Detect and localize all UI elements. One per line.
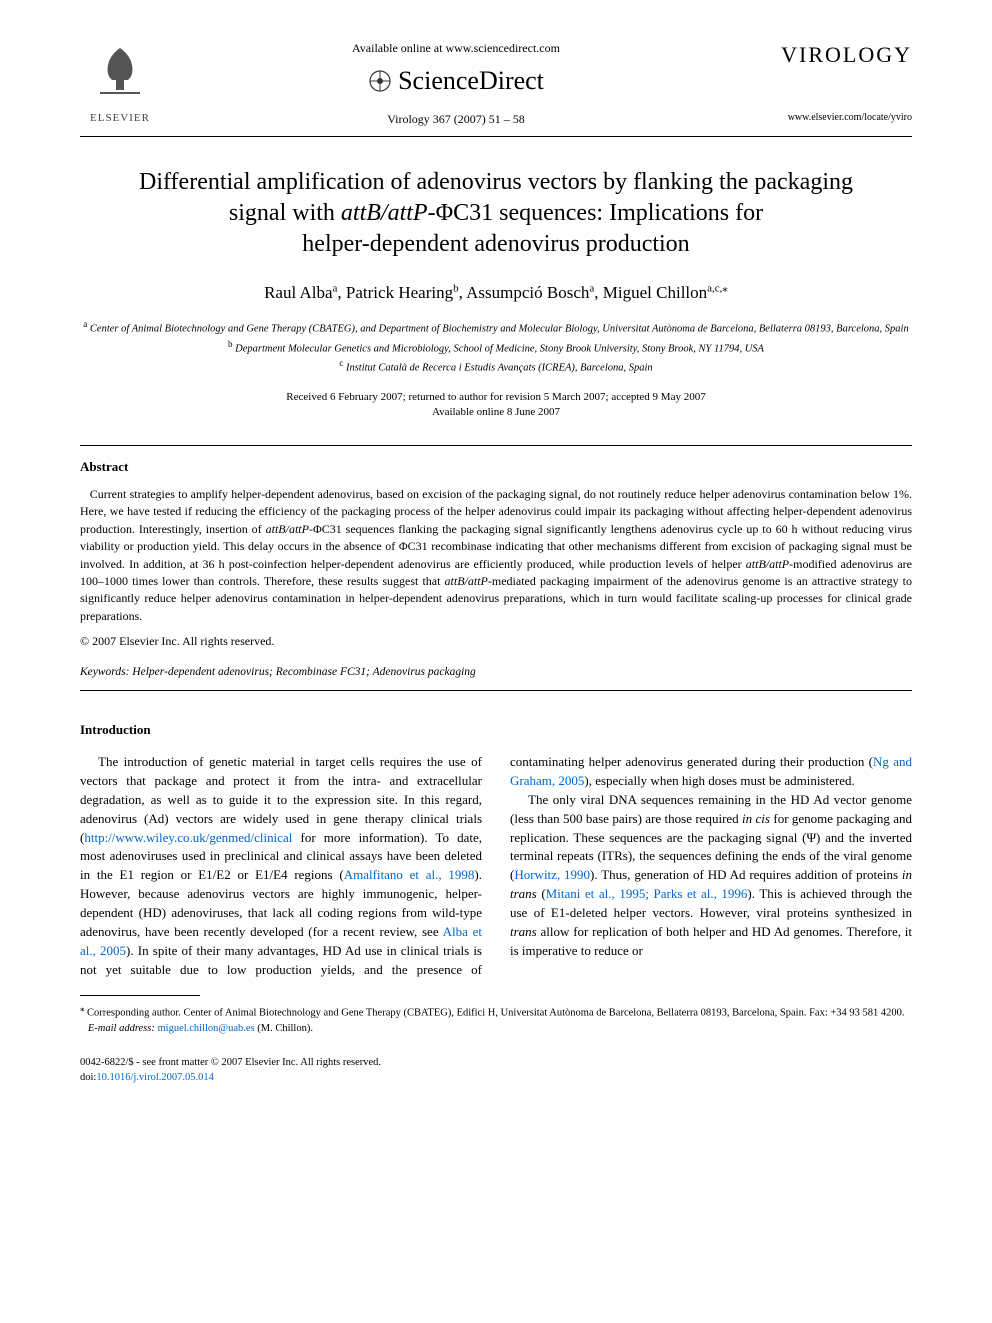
footnote-text: Corresponding author. Center of Animal B… [84, 1008, 904, 1019]
affiliations: a Center of Animal Biotechnology and Gen… [80, 318, 912, 376]
introduction-heading: Introduction [80, 721, 912, 739]
dates-line2: Available online 8 June 2007 [432, 406, 560, 418]
two-column-body: The introduction of genetic material in … [80, 753, 912, 979]
intro-p2d: ( [537, 886, 546, 901]
corresponding-author-footnote: ⁎ Corresponding author. Center of Animal… [80, 1002, 912, 1036]
author-4: Miguel Chillon [603, 283, 707, 302]
affil-c-sup: c [339, 358, 343, 368]
abstract-rule-top [80, 445, 912, 446]
email-address[interactable]: miguel.chillon@uab.es [157, 1023, 254, 1034]
intro-p2-italic3: trans [510, 924, 537, 939]
issn-line: 0042-6822/$ - see front matter © 2007 El… [80, 1057, 381, 1068]
affil-a-sup: a [83, 319, 87, 329]
elsevier-tree-icon [90, 40, 150, 100]
sciencedirect-icon [368, 69, 392, 93]
intro-p2: The only viral DNA sequences remaining i… [510, 791, 912, 961]
header-row: ELSEVIER Available online at www.science… [80, 40, 912, 128]
author-2: Patrick Hearing [346, 283, 453, 302]
intro-p2-cite2[interactable]: Mitani et al., 1995; Parks et al., 1996 [546, 886, 748, 901]
doi-link[interactable]: 10.1016/j.virol.2007.05.014 [96, 1072, 214, 1083]
footnote-rule [80, 995, 200, 996]
journal-url: www.elsevier.com/locate/yviro [752, 111, 912, 125]
author-4-star: ⁎ [722, 282, 728, 294]
dates-line1: Received 6 February 2007; returned to au… [286, 391, 705, 403]
title-line2-italic: attB/attP [341, 200, 428, 226]
elsevier-logo-block: ELSEVIER [80, 40, 160, 126]
abstract-italic3: attB/attP [445, 574, 488, 588]
body-section: Introduction The introduction of genetic… [80, 721, 912, 1086]
article-dates: Received 6 February 2007; returned to au… [80, 390, 912, 421]
footer-block: 0042-6822/$ - see front matter © 2007 El… [80, 1056, 912, 1085]
article-title: Differential amplification of adenovirus… [80, 167, 912, 261]
affil-b-sup: b [228, 339, 233, 349]
intro-p2c: ). Thus, generation of HD Ad requires ad… [590, 867, 902, 882]
header-rule [80, 136, 912, 137]
intro-p2-cite1[interactable]: Horwitz, 1990 [514, 867, 590, 882]
intro-p1-link[interactable]: http://www.wiley.co.uk/genmed/clinical [84, 830, 292, 845]
affil-b: Department Molecular Genetics and Microb… [235, 343, 764, 354]
abstract-italic1: attB/attP [266, 522, 309, 536]
abstract-italic2: attB/attP [746, 557, 789, 571]
virology-journal-label: VIROLOGY [752, 40, 912, 71]
author-4-sup: a,c, [707, 282, 722, 294]
keywords-line: Keywords: Helper-dependent adenovirus; R… [80, 664, 912, 680]
abstract-paragraph: Current strategies to amplify helper-dep… [80, 486, 912, 625]
available-online-text: Available online at www.sciencedirect.co… [160, 40, 752, 57]
intro-p2-italic1: in cis [742, 811, 770, 826]
sciencedirect-logo: ScienceDirect [160, 63, 752, 99]
title-line2-pre: signal with [229, 200, 341, 226]
author-1-sup: a [333, 282, 338, 294]
keywords-label: Keywords: [80, 666, 129, 678]
abstract-rule-bottom [80, 690, 912, 691]
affil-a: Center of Animal Biotechnology and Gene … [90, 324, 909, 335]
keywords-text: Helper-dependent adenovirus; Recombinase… [132, 666, 476, 678]
abstract-heading: Abstract [80, 458, 912, 476]
author-1: Raul Alba [264, 283, 332, 302]
email-label: E-mail address: [88, 1023, 155, 1034]
right-header: VIROLOGY www.elsevier.com/locate/yviro [752, 40, 912, 125]
author-3-sup: a [589, 282, 594, 294]
sciencedirect-text: ScienceDirect [398, 63, 544, 99]
page-container: ELSEVIER Available online at www.science… [0, 0, 992, 1126]
center-header: Available online at www.sciencedirect.co… [160, 40, 752, 128]
elsevier-label: ELSEVIER [80, 111, 160, 126]
title-line2-post: -ΦC31 sequences: Implications for [428, 200, 763, 226]
intro-p2f: allow for replication of both helper and… [510, 924, 912, 958]
doi-label: doi: [80, 1072, 96, 1083]
journal-reference: Virology 367 (2007) 51 – 58 [160, 111, 752, 128]
email-name: (M. Chillon). [255, 1023, 313, 1034]
intro-p1e: ), especially when high doses must be ad… [584, 773, 854, 788]
authors-line: Raul Albaa, Patrick Hearingb, Assumpció … [80, 281, 912, 305]
title-line3: helper-dependent adenovirus production [302, 231, 689, 257]
affil-c: Institut Català de Recerca i Estudis Ava… [346, 362, 653, 373]
author-2-sup: b [453, 282, 459, 294]
title-line1: Differential amplification of adenovirus… [139, 169, 853, 195]
intro-cite1[interactable]: Amalfitano et al., 1998 [344, 867, 475, 882]
author-3: Assumpció Bosch [466, 283, 589, 302]
abstract-copyright: © 2007 Elsevier Inc. All rights reserved… [80, 633, 912, 650]
